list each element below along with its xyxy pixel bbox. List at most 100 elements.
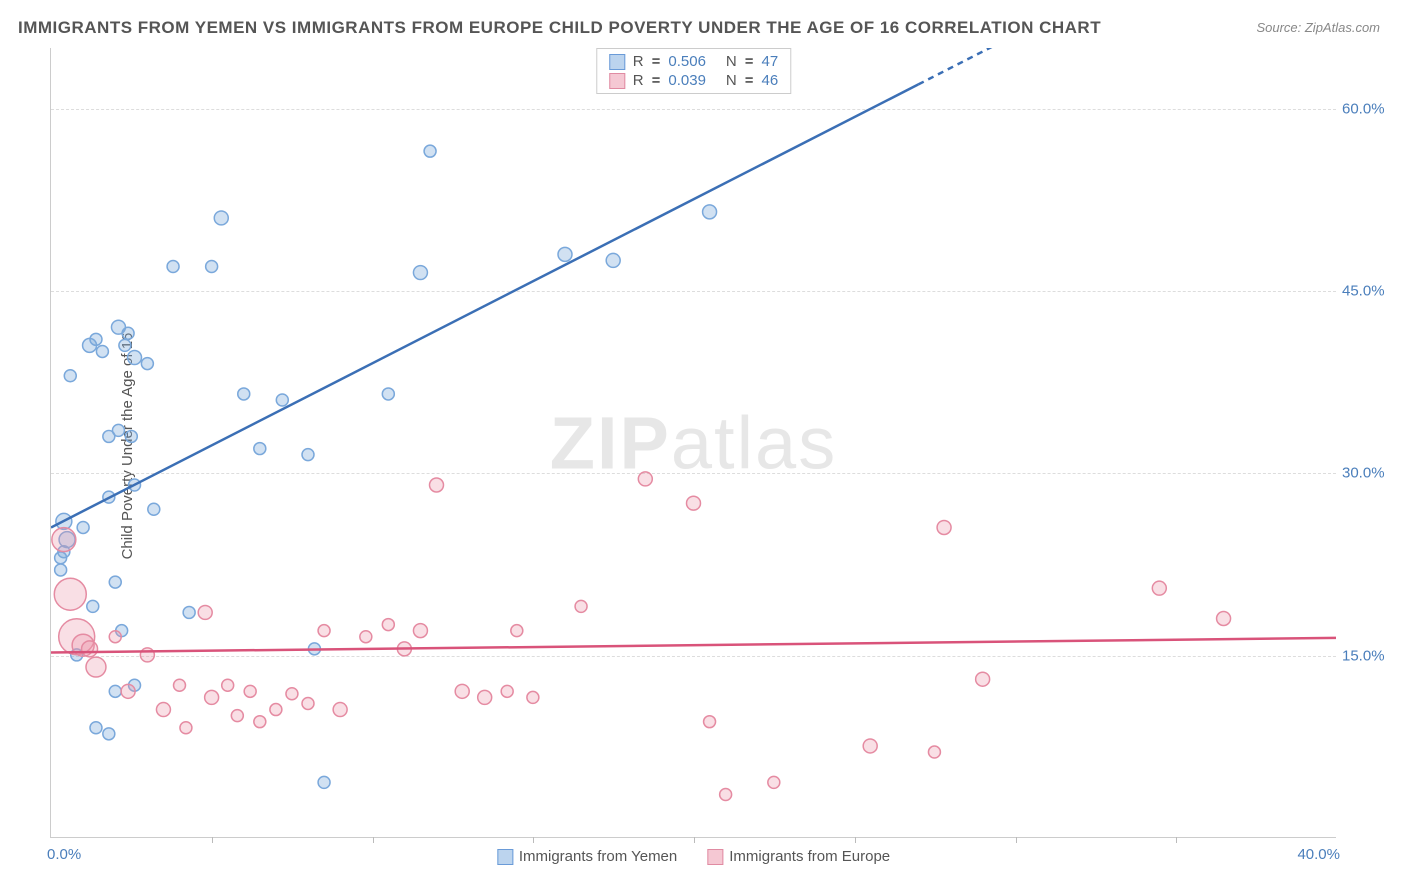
- scatter-svg: [51, 48, 1336, 837]
- data-point: [198, 605, 212, 619]
- data-point: [122, 327, 134, 339]
- data-point: [1217, 612, 1231, 626]
- y-tick-label: 45.0%: [1342, 283, 1398, 300]
- chart-title: IMMIGRANTS FROM YEMEN VS IMMIGRANTS FROM…: [18, 18, 1101, 38]
- data-point: [413, 266, 427, 280]
- data-point: [430, 478, 444, 492]
- data-point: [55, 564, 67, 576]
- data-point: [976, 672, 990, 686]
- data-point: [112, 424, 124, 436]
- data-point: [638, 472, 652, 486]
- data-point: [55, 552, 67, 564]
- y-tick-label: 15.0%: [1342, 647, 1398, 664]
- legend-row-yemen: R = 0.506 N = 47: [609, 53, 778, 70]
- data-point: [768, 776, 780, 788]
- data-point: [238, 388, 250, 400]
- data-point: [183, 606, 195, 618]
- data-point: [231, 710, 243, 722]
- data-point: [128, 351, 142, 365]
- data-point: [455, 684, 469, 698]
- data-point: [928, 746, 940, 758]
- data-point: [222, 679, 234, 691]
- data-point: [167, 260, 179, 272]
- data-point: [606, 253, 620, 267]
- data-point: [558, 247, 572, 261]
- data-point: [214, 211, 228, 225]
- data-point: [501, 685, 513, 697]
- data-point: [863, 739, 877, 753]
- data-point: [424, 145, 436, 157]
- data-point: [96, 345, 108, 357]
- data-point: [125, 430, 137, 442]
- data-point: [360, 631, 372, 643]
- data-point: [205, 690, 219, 704]
- data-point: [254, 716, 266, 728]
- swatch-europe-icon: [707, 849, 723, 865]
- series-legend: Immigrants from Yemen Immigrants from Eu…: [497, 848, 890, 865]
- x-tick: [212, 837, 213, 843]
- legend-item-yemen: Immigrants from Yemen: [497, 848, 677, 865]
- data-point: [206, 260, 218, 272]
- data-point: [286, 688, 298, 700]
- data-point: [64, 370, 76, 382]
- swatch-yemen: [609, 54, 625, 70]
- regression-line-extrapolated: [918, 48, 1014, 84]
- data-point: [302, 697, 314, 709]
- data-point: [720, 789, 732, 801]
- swatch-yemen-icon: [497, 849, 513, 865]
- y-tick-label: 60.0%: [1342, 100, 1398, 117]
- regression-line: [51, 84, 918, 527]
- data-point: [86, 657, 106, 677]
- data-point: [90, 333, 102, 345]
- data-point: [937, 520, 951, 534]
- data-point: [77, 521, 89, 533]
- data-point: [511, 625, 523, 637]
- data-point: [318, 625, 330, 637]
- plot-area: ZIPatlas 15.0%30.0%45.0%60.0% R = 0.506 …: [50, 48, 1336, 838]
- data-point: [478, 690, 492, 704]
- data-point: [413, 624, 427, 638]
- data-point: [109, 576, 121, 588]
- y-tick-label: 30.0%: [1342, 465, 1398, 482]
- data-point: [704, 716, 716, 728]
- data-point: [254, 443, 266, 455]
- data-point: [382, 388, 394, 400]
- data-point: [52, 528, 76, 552]
- data-point: [270, 704, 282, 716]
- x-tick: [1016, 837, 1017, 843]
- data-point: [109, 631, 121, 643]
- data-point: [302, 449, 314, 461]
- data-point: [140, 648, 154, 662]
- data-point: [174, 679, 186, 691]
- data-point: [141, 358, 153, 370]
- data-point: [103, 728, 115, 740]
- legend-row-europe: R = 0.039 N = 46: [609, 72, 778, 89]
- data-point: [90, 722, 102, 734]
- data-point: [119, 339, 131, 351]
- data-point: [318, 776, 330, 788]
- x-tick: [1176, 837, 1177, 843]
- data-point: [54, 578, 86, 610]
- data-point: [87, 600, 99, 612]
- data-point: [180, 722, 192, 734]
- x-tick: [694, 837, 695, 843]
- data-point: [527, 691, 539, 703]
- source-attribution: Source: ZipAtlas.com: [1256, 20, 1380, 35]
- regression-line: [51, 638, 1336, 653]
- data-point: [1152, 581, 1166, 595]
- data-point: [109, 685, 121, 697]
- data-point: [82, 641, 98, 657]
- x-tick: [855, 837, 856, 843]
- x-tick: [533, 837, 534, 843]
- legend-item-europe: Immigrants from Europe: [707, 848, 890, 865]
- data-point: [333, 703, 347, 717]
- data-point: [703, 205, 717, 219]
- x-tick: [373, 837, 374, 843]
- data-point: [148, 503, 160, 515]
- data-point: [575, 600, 587, 612]
- data-point: [244, 685, 256, 697]
- correlation-legend: R = 0.506 N = 47 R = 0.039 N = 46: [596, 48, 791, 94]
- x-max-label: 40.0%: [1297, 846, 1340, 863]
- data-point: [276, 394, 288, 406]
- data-point: [121, 684, 135, 698]
